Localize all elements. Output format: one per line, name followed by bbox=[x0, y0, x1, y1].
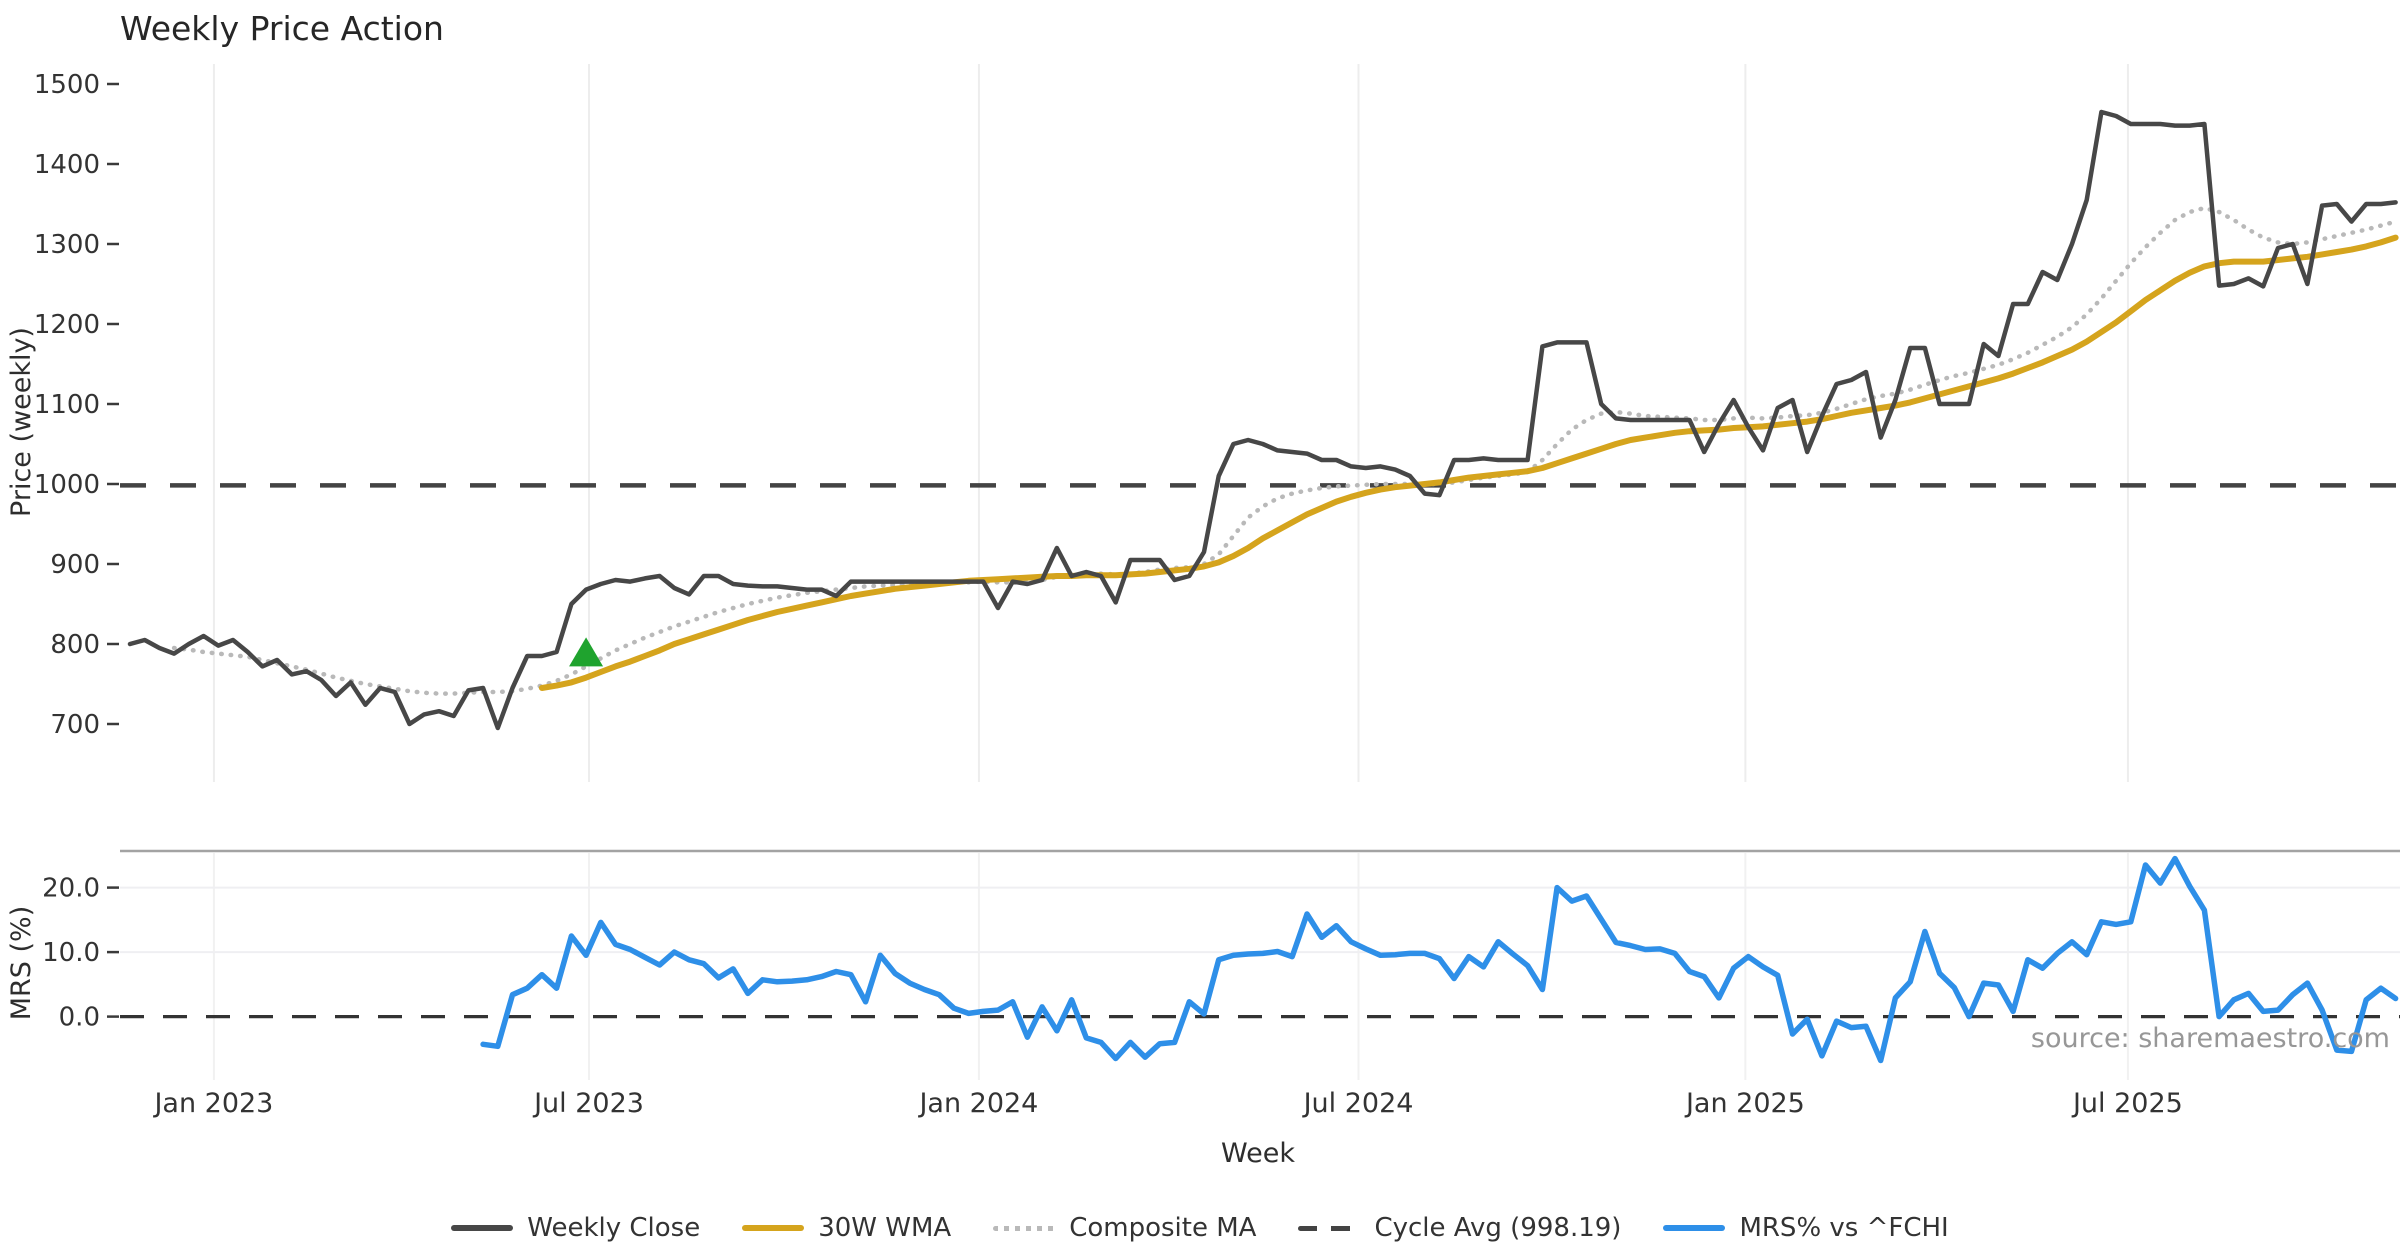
x-tick-label: Jan 2023 bbox=[152, 1088, 273, 1119]
wma-line bbox=[538, 234, 2399, 691]
mrs-tick-label: 0.0 bbox=[59, 1003, 100, 1033]
dotted-line-swatch-icon bbox=[993, 1225, 1056, 1231]
price-tick-label: 1100 bbox=[34, 390, 100, 420]
solid-line-swatch-icon bbox=[451, 1225, 514, 1231]
mrs-axis-label: MRS (%) bbox=[6, 906, 37, 1021]
legend: Weekly Close 30W WMA Composite MA Cycle Avg… bbox=[0, 1213, 2400, 1243]
chart-title: Weekly Price Action bbox=[120, 9, 444, 48]
mrs-line bbox=[480, 855, 2399, 1064]
x-tick-label: Jan 2025 bbox=[1684, 1088, 1805, 1119]
x-tick-label: Jan 2024 bbox=[917, 1088, 1038, 1119]
legend-label: 30W WMA bbox=[818, 1213, 952, 1243]
price-tick-label: 1400 bbox=[34, 150, 100, 180]
price-tick-label: 1300 bbox=[34, 230, 100, 260]
mrs-tick-label: 10.0 bbox=[42, 938, 100, 968]
price-tick-label: 700 bbox=[50, 710, 100, 740]
legend-label: Cycle Avg (998.19) bbox=[1374, 1213, 1622, 1243]
solid-line-swatch-icon bbox=[742, 1225, 805, 1231]
legend-item-mrs-vs-fchi: MRS% vs ^FCHI bbox=[1663, 1213, 1949, 1243]
source-credit: source: sharemaestro.com bbox=[2031, 1023, 2390, 1054]
price-tick-label: 1000 bbox=[34, 470, 100, 500]
price-tick-label: 900 bbox=[50, 550, 100, 580]
price-tick-label: 800 bbox=[50, 630, 100, 660]
legend-label: Weekly Close bbox=[527, 1213, 701, 1243]
price-axis-label: Price (weekly) bbox=[6, 327, 37, 517]
x-tick-label: Jul 2024 bbox=[1302, 1088, 1414, 1119]
weekly-close-line bbox=[127, 109, 2398, 731]
buy-signal-marker bbox=[569, 637, 604, 667]
legend-item-weekly-close: Weekly Close bbox=[451, 1213, 700, 1243]
price-tick-label: 1200 bbox=[34, 310, 100, 340]
legend-label: MRS% vs ^FCHI bbox=[1739, 1213, 1949, 1243]
mrs-tick-label: 20.0 bbox=[42, 874, 100, 904]
dashed-line-swatch-icon bbox=[1298, 1225, 1361, 1231]
legend-item-30w-wma: 30W WMA bbox=[742, 1213, 951, 1243]
week-axis-label: Week bbox=[1221, 1138, 1295, 1169]
legend-item-composite-ma: Composite MA bbox=[993, 1213, 1256, 1243]
legend-label: Composite MA bbox=[1069, 1213, 1257, 1243]
x-tick-label: Jul 2025 bbox=[2071, 1088, 2183, 1119]
price-tick-label: 1500 bbox=[34, 70, 100, 100]
composite-ma-line bbox=[171, 205, 2398, 696]
legend-item-cycle-avg-998-19: Cycle Avg (998.19) bbox=[1298, 1213, 1621, 1243]
solid-line-swatch-icon bbox=[1663, 1225, 1726, 1231]
x-tick-label: Jul 2023 bbox=[532, 1088, 644, 1119]
